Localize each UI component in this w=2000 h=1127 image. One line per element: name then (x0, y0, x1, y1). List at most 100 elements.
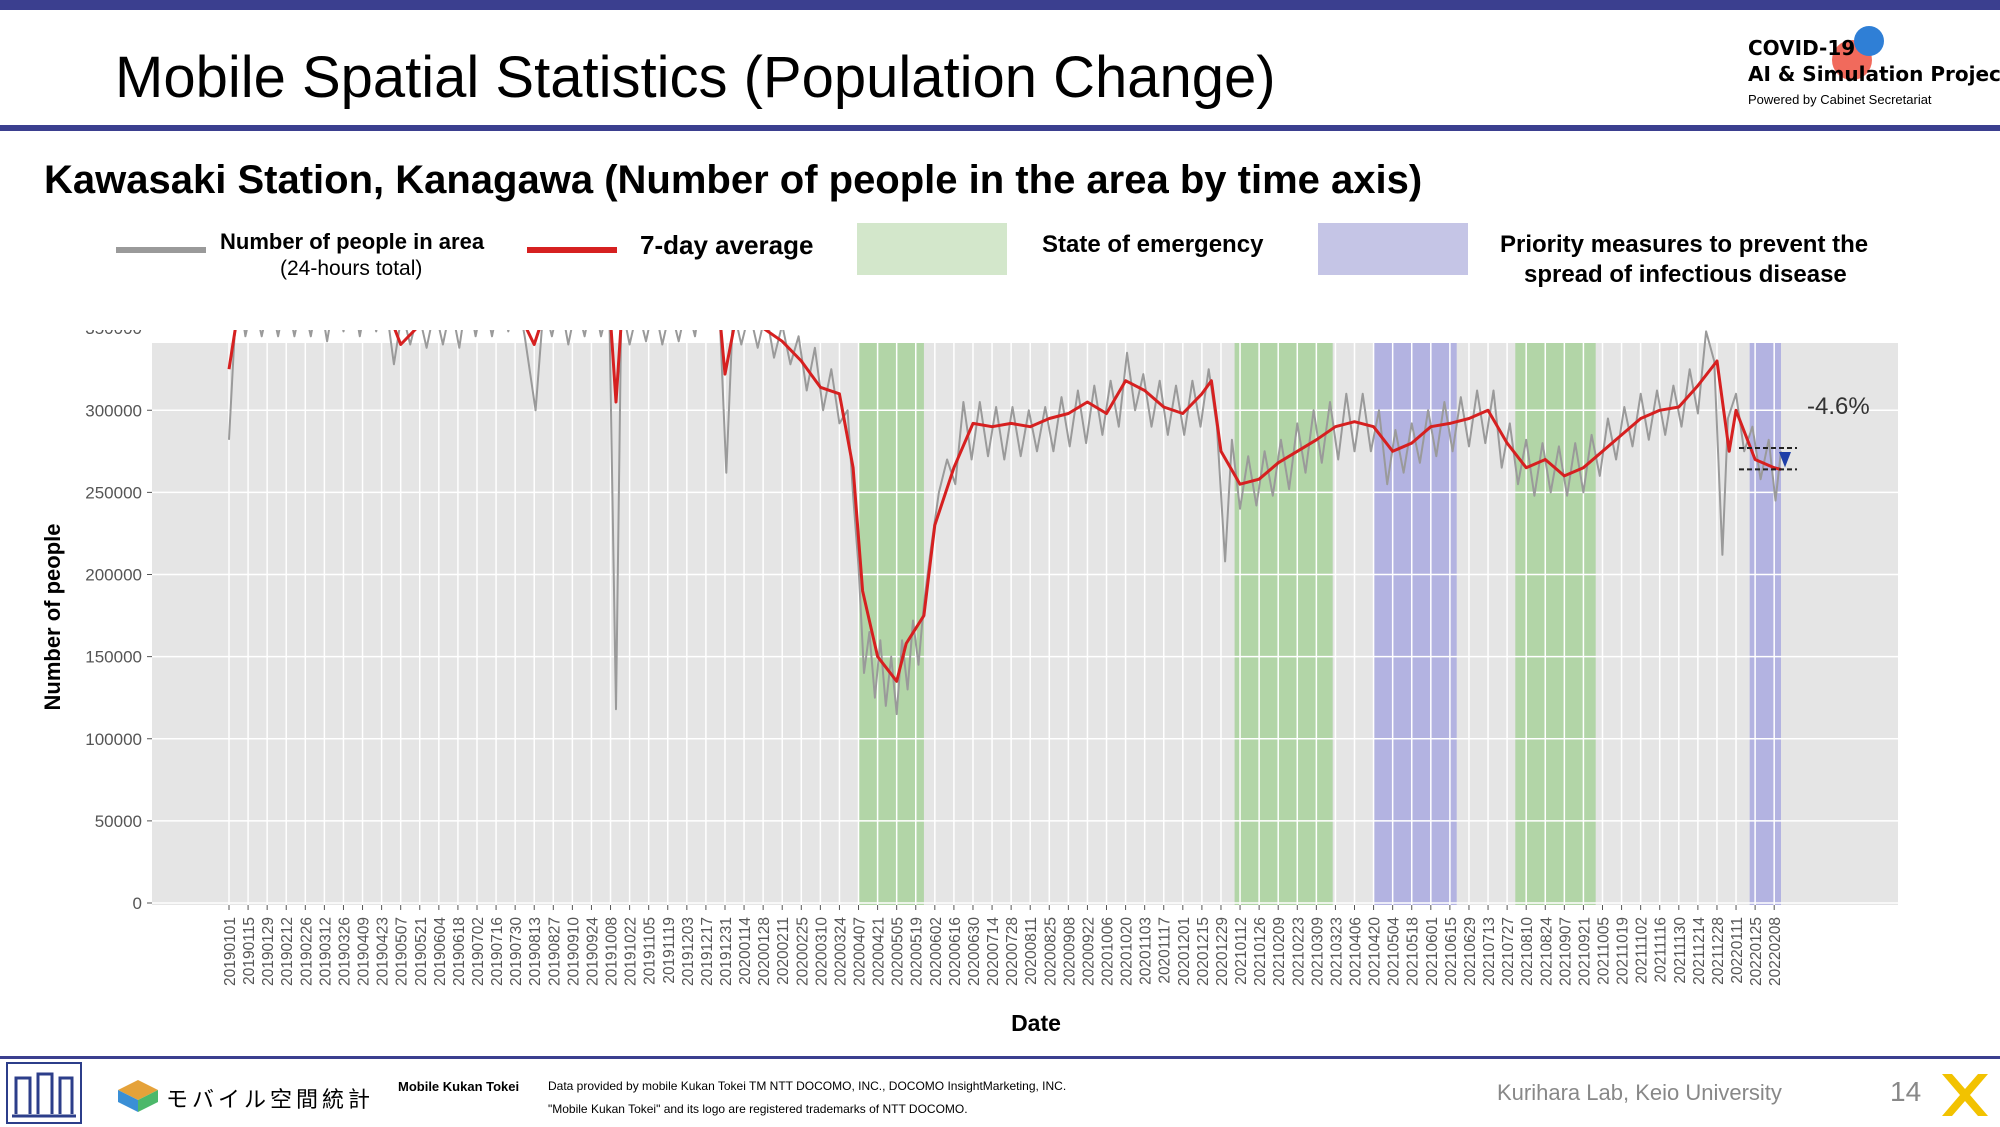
x-tick-label: 20200616 (947, 917, 964, 986)
x-tick-label: 20191231 (718, 917, 735, 986)
x-tick-label: 20190730 (508, 917, 525, 986)
legend-average-label: 7-day average (640, 230, 814, 260)
top-accent-bar (0, 0, 2000, 10)
x-tick-label: 20190129 (260, 917, 277, 986)
x-tick-label: 20210209 (1271, 917, 1288, 986)
mobile-kukan-tokei-logo: モバイル空間統計 (112, 1078, 372, 1114)
x-tick-label: 20191119 (661, 917, 678, 984)
legend-priority-label-1: Priority measures to prevent the (1500, 231, 1869, 258)
footer-trademark-note: "Mobile Kukan Tokei" and its logo are re… (548, 1102, 968, 1116)
legend-priority-swatch (1318, 223, 1468, 275)
x-tick-label: 20200128 (756, 917, 773, 986)
x-tick-label: 20210420 (1367, 917, 1384, 986)
y-tick-label: 150000 (85, 648, 142, 667)
x-tick-label: 20210504 (1386, 917, 1403, 986)
x-tick-label: 20210323 (1328, 917, 1345, 986)
x-tick-label: 20200908 (1061, 917, 1078, 986)
logo-line-1: COVID-19 (1748, 36, 1856, 60)
x-tick-label: 20210629 (1462, 917, 1479, 986)
x-tick-label: 20210309 (1309, 917, 1326, 986)
x-tick-label: 20210518 (1405, 917, 1422, 986)
x-tick-label: 20190618 (451, 917, 468, 986)
x-tick-label: 20190212 (279, 917, 296, 986)
x-tick-label: 20200630 (966, 917, 983, 986)
footer-service-name: Mobile Kukan Tokei (398, 1079, 520, 1094)
down-arrow-icon (1779, 452, 1791, 468)
x-tick-label: 20190716 (489, 917, 506, 986)
x-tick-label: 20190115 (241, 917, 258, 985)
x-tick-label: 20210727 (1500, 917, 1517, 986)
logo-blue-circle-icon (1854, 26, 1884, 56)
daily-count-line (228, 330, 1782, 716)
university-logo-icon (6, 1062, 82, 1124)
x-logo-icon (1942, 1074, 1988, 1116)
x-tick-label: 20211130 (1672, 917, 1689, 984)
x-tick-label: 20200407 (852, 917, 869, 986)
footer-lab-name: Kurihara Lab, Keio University (1497, 1080, 1782, 1105)
x-tick-label: 20191217 (699, 917, 716, 986)
x-tick-label: 20211005 (1595, 917, 1612, 985)
y-tick-label: 50000 (95, 812, 142, 831)
x-tick-label: 20190507 (394, 917, 411, 986)
x-tick-label: 20210907 (1557, 917, 1574, 986)
x-tick-label: 20201103 (1138, 917, 1155, 985)
x-tick-label: 20190924 (584, 917, 601, 986)
x-tick-label: 20191022 (623, 917, 640, 986)
legend-emergency-label: State of emergency (1042, 231, 1264, 258)
x-tick-label: 20220208 (1767, 917, 1784, 986)
change-annotation-label: -4.6% (1807, 393, 1870, 420)
x-tick-label: 20190423 (375, 917, 392, 986)
x-tick-label: 20200714 (985, 917, 1002, 986)
footer-divider (0, 1056, 2000, 1059)
legend-priority-label-2: spread of infectious disease (1524, 261, 1847, 288)
x-tick-label: 20200728 (1004, 917, 1021, 986)
x-tick-label: 20201117 (1157, 917, 1174, 984)
project-logo: COVID-19 AI & Simulation Project Powered… (1748, 26, 2000, 116)
x-tick-label: 20210810 (1519, 917, 1536, 986)
legend-average-swatch (527, 247, 617, 253)
x-tick-label: 20211228 (1710, 917, 1727, 985)
x-tick-label: 20190813 (527, 917, 544, 986)
y-tick-label: 300000 (85, 401, 142, 420)
x-tick-label: 20210921 (1576, 917, 1593, 986)
emergency-period-band (1515, 343, 1596, 905)
chart-subtitle: Kawasaki Station, Kanagawa (Number of pe… (44, 158, 1423, 202)
x-tick-label: 20191105 (642, 917, 659, 985)
x-tick-label: 20200211 (775, 917, 792, 985)
logo-line-2: AI & Simulation Project (1748, 62, 2000, 86)
x-tick-label: 20200811 (1023, 917, 1040, 985)
x-tick-label: 20190226 (298, 917, 315, 986)
y-tick-label: 200000 (85, 566, 142, 585)
page-number: 14 (1890, 1076, 1922, 1107)
x-tick-label: 20220111 (1729, 917, 1746, 984)
x-tick-label: 20190910 (565, 917, 582, 986)
legend-daily-sublabel: (24-hours total) (280, 257, 423, 280)
x-tick-label: 20210615 (1443, 917, 1460, 986)
population-chart: 0 50000 100000 150000 200000 250000 300000 3500… (40, 330, 1898, 1036)
x-tick-label: 20200421 (871, 917, 888, 986)
x-tick-label: 20211019 (1615, 917, 1632, 985)
y-axis-title: Number of people (40, 523, 65, 710)
x-tick-label: 20220125 (1748, 917, 1765, 986)
cube-logo-icon (118, 1080, 158, 1112)
x-tick-label: 20190101 (222, 917, 239, 986)
x-tick-label: 20190326 (336, 917, 353, 986)
x-tick-label: 20200324 (832, 917, 849, 986)
x-tick-label: 20211102 (1634, 917, 1651, 984)
x-axis-title: Date (1011, 1010, 1061, 1036)
x-tick-label: 20201006 (1100, 917, 1117, 986)
x-tick-label: 20191008 (604, 917, 621, 986)
title-divider (0, 125, 2000, 131)
x-tick-label: 20200114 (737, 917, 754, 985)
x-tick-label: 20210601 (1424, 917, 1441, 986)
x-tick-label: 20200225 (794, 917, 811, 986)
x-tick-label: 20201215 (1195, 917, 1212, 986)
x-tick-label: 20190604 (432, 917, 449, 986)
x-tick-label: 20200505 (890, 917, 907, 986)
y-tick-label: 0 (133, 894, 142, 913)
x-tick-label: 20211214 (1691, 917, 1708, 985)
x-tick-label: 20190827 (546, 917, 563, 986)
footer-data-credit: Data provided by mobile Kukan Tokei TM N… (548, 1079, 1067, 1093)
x-tick-label: 20190409 (356, 917, 373, 986)
x-tick-label: 20210824 (1538, 917, 1555, 986)
